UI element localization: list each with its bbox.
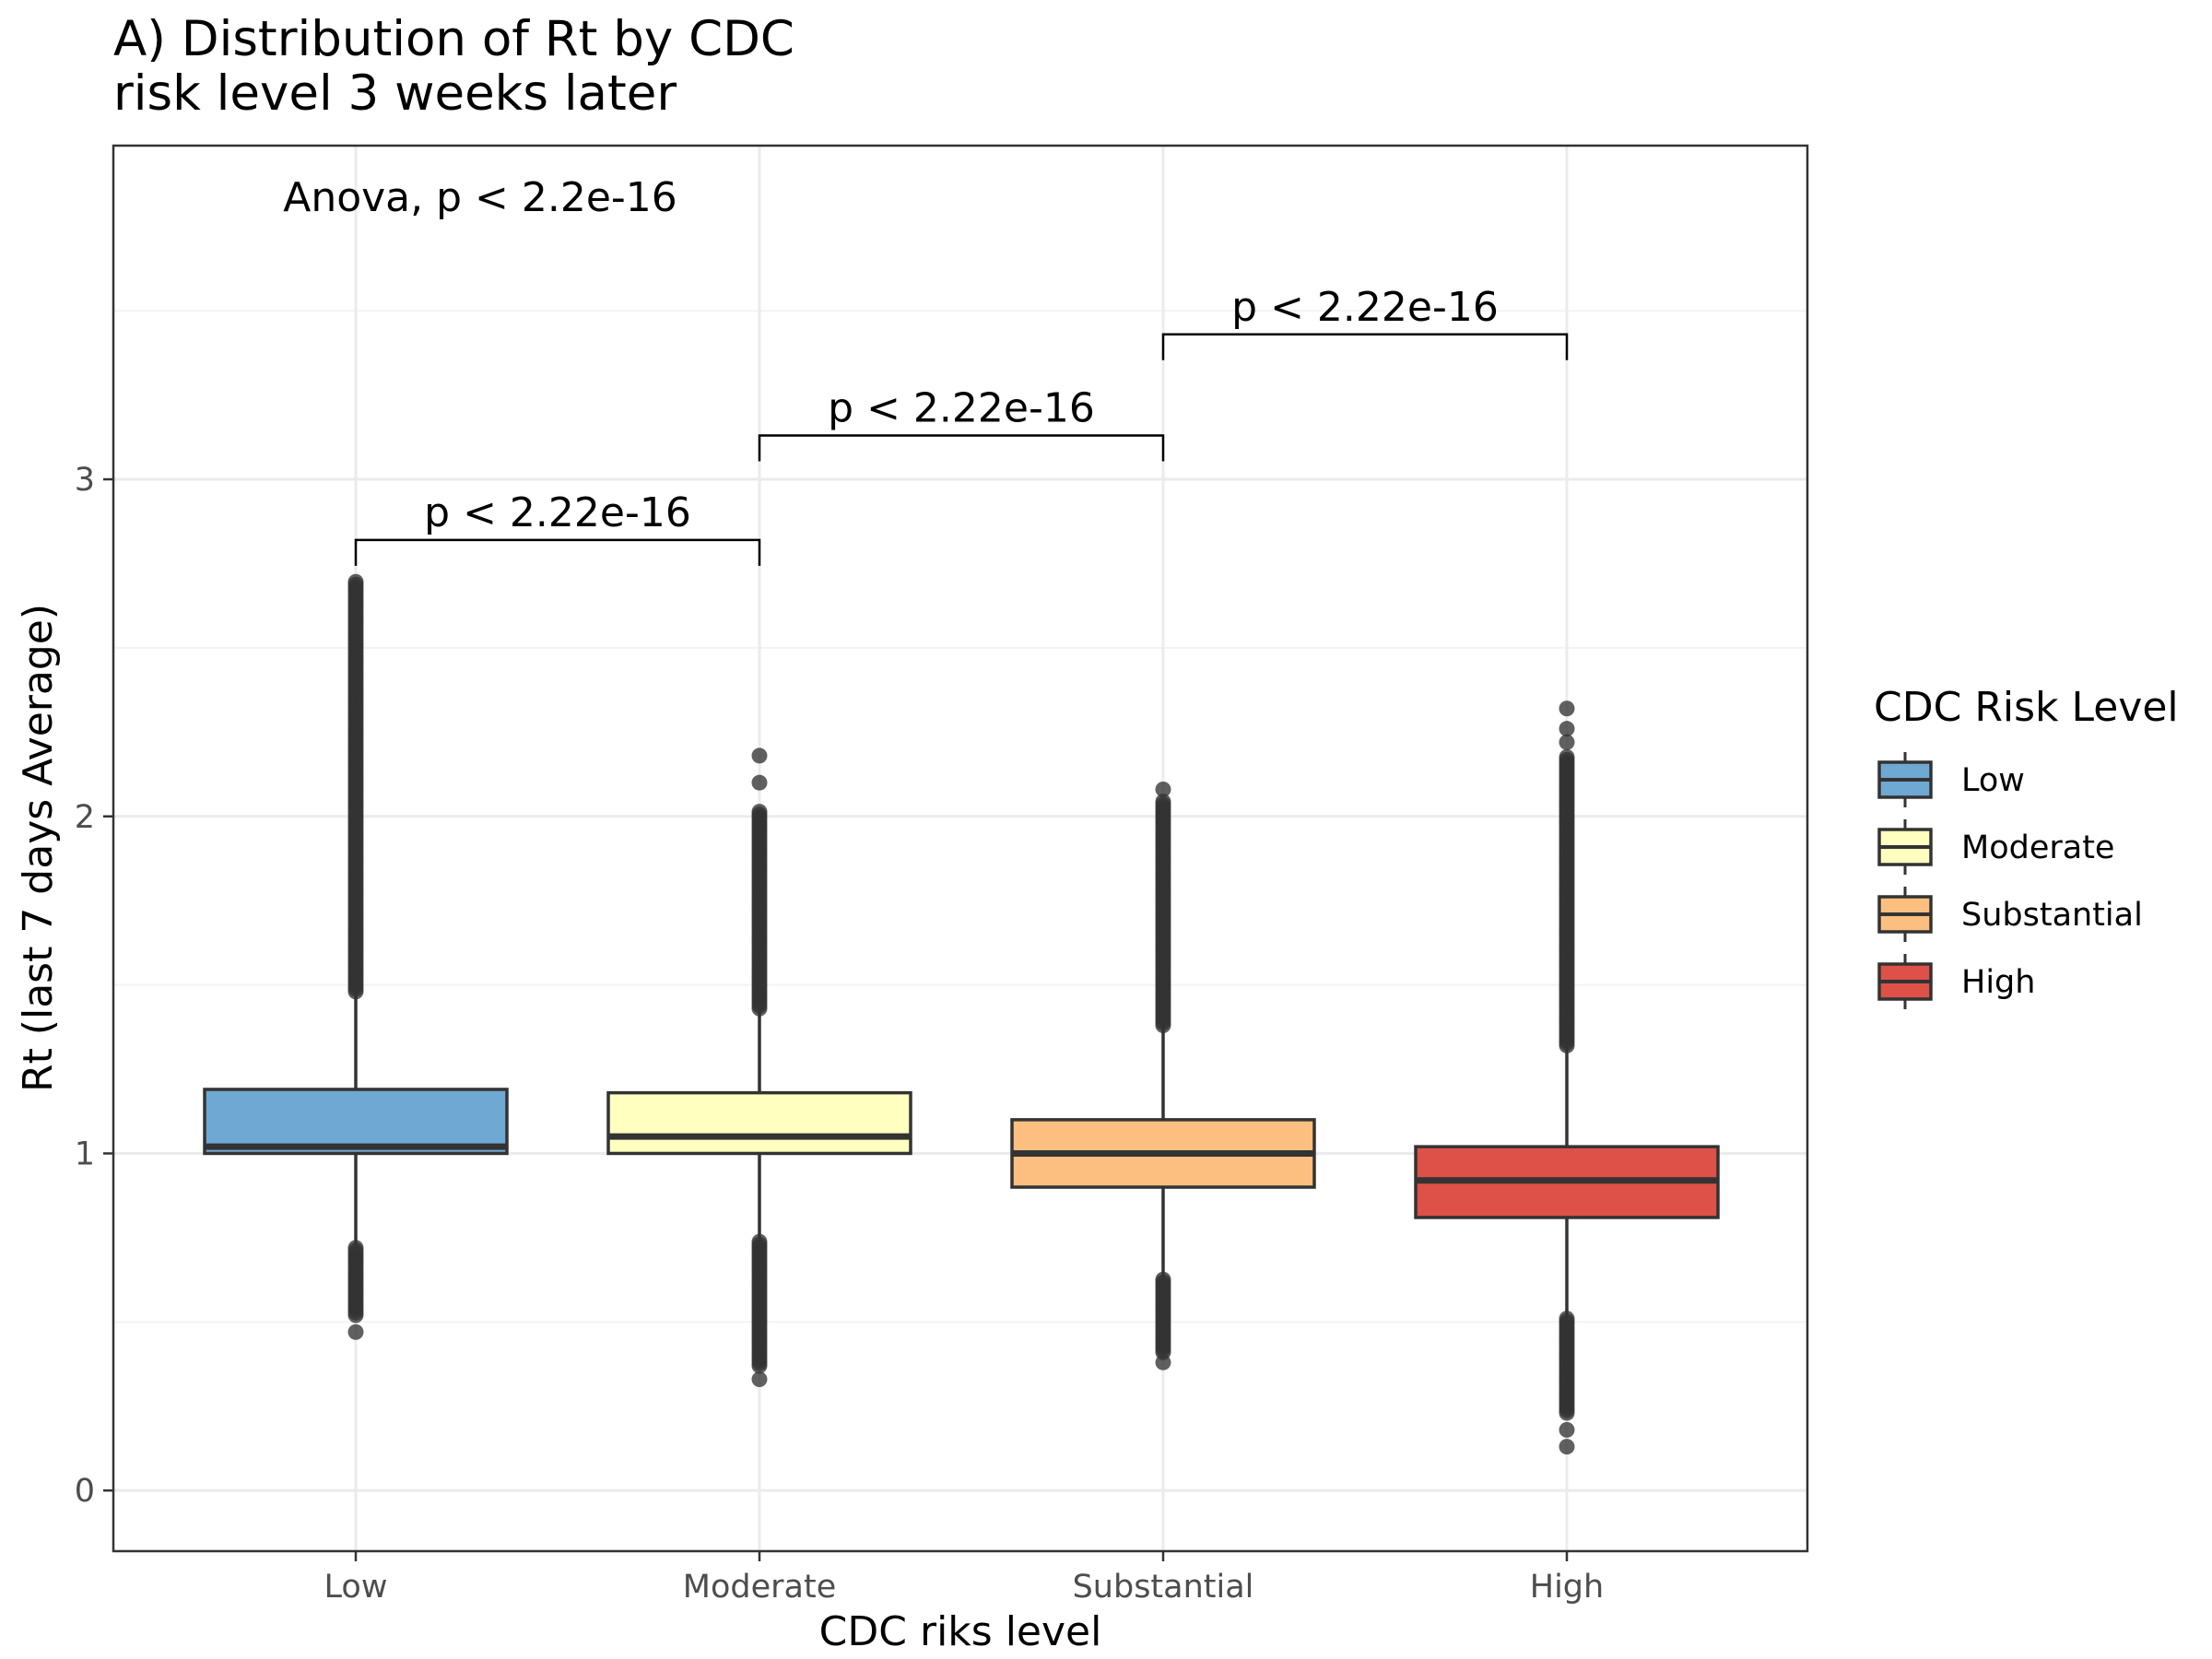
bracket-line bbox=[1161, 333, 1569, 360]
outlier-point bbox=[1559, 1311, 1575, 1327]
outlier-point bbox=[1559, 1439, 1575, 1455]
legend-key bbox=[1877, 954, 1933, 1009]
x-axis-title: CDC riks level bbox=[819, 1608, 1102, 1655]
chart-title: A) Distribution of Rt by CDC risk level … bbox=[113, 11, 794, 122]
legend-item-high: High bbox=[1877, 954, 2035, 1009]
comparison-bracket: p < 2.22e-16 bbox=[1161, 284, 1569, 360]
boxplot-high bbox=[1414, 700, 1720, 1455]
chart-title-line-1: A) Distribution of Rt by CDC bbox=[113, 11, 794, 67]
boxplot-moderate bbox=[606, 747, 912, 1387]
legend-label: Substantial bbox=[1961, 897, 2143, 934]
grid bbox=[113, 146, 1807, 1551]
outliers bbox=[347, 573, 364, 1340]
comparison-p-value: p < 2.22e-16 bbox=[828, 385, 1095, 432]
legend-item-substantial: Substantial bbox=[1877, 887, 2143, 942]
outlier-point bbox=[1155, 782, 1171, 798]
boxplot-low bbox=[203, 573, 509, 1340]
outlier-point bbox=[1155, 1354, 1171, 1371]
x-tick-label: Low bbox=[324, 1569, 388, 1606]
y-tick-label: 3 bbox=[75, 462, 95, 499]
y-tick-label: 1 bbox=[75, 1135, 95, 1172]
outliers bbox=[751, 747, 768, 1387]
outlier-point bbox=[751, 1371, 768, 1387]
legend-title: CDC Risk Level bbox=[1874, 684, 2179, 731]
chart-title-line-2: risk level 3 weeks later bbox=[113, 65, 677, 122]
outlier-point bbox=[347, 1324, 364, 1340]
x-tick-label: Moderate bbox=[683, 1569, 836, 1606]
x-tick-label: High bbox=[1530, 1569, 1604, 1606]
axes: 0 1 2 3 Low Moderate Substantial High bbox=[75, 462, 1605, 1606]
comparison-p-value: p < 2.22e-16 bbox=[424, 489, 691, 536]
outlier-point bbox=[1155, 794, 1171, 810]
outlier-point bbox=[1559, 734, 1575, 750]
outlier-point bbox=[1559, 1421, 1575, 1438]
legend-key bbox=[1877, 887, 1933, 942]
y-axis-title: Rt (last 7 days Average) bbox=[15, 604, 62, 1092]
outlier-point bbox=[347, 1240, 364, 1256]
x-tick-label: Substantial bbox=[1073, 1569, 1254, 1606]
bracket-line bbox=[354, 538, 761, 566]
outlier-point bbox=[1559, 700, 1575, 717]
legend-key bbox=[1877, 819, 1933, 875]
legend-item-moderate: Moderate bbox=[1877, 819, 2114, 875]
legend-label: High bbox=[1961, 964, 2035, 1001]
outlier-point bbox=[1559, 748, 1575, 765]
outlier-point bbox=[1559, 721, 1575, 737]
legend-key bbox=[1877, 752, 1933, 807]
anova-annotation: Anova, p < 2.2e-16 bbox=[283, 174, 677, 221]
bracket-line bbox=[758, 434, 1165, 462]
y-tick-label: 2 bbox=[75, 799, 95, 836]
box-iqr bbox=[606, 1090, 912, 1156]
outlier-point bbox=[751, 1233, 768, 1250]
legend-label: Moderate bbox=[1961, 830, 2114, 866]
legend: CDC Risk Level Low Moderate Substantial Hig… bbox=[1874, 684, 2179, 1009]
legend-label: Low bbox=[1961, 762, 2025, 799]
boxplot-substantial bbox=[1010, 782, 1316, 1371]
outlier-point bbox=[751, 774, 768, 791]
box-iqr bbox=[203, 1088, 509, 1156]
outliers bbox=[1559, 700, 1575, 1455]
comparison-bracket: p < 2.22e-16 bbox=[354, 489, 761, 566]
outlier-point bbox=[347, 573, 364, 590]
boxplots bbox=[203, 573, 1720, 1455]
y-tick-label: 0 bbox=[75, 1473, 95, 1510]
plot-panel-border bbox=[112, 144, 1809, 1553]
outlier-point bbox=[751, 804, 768, 820]
outlier-point bbox=[1155, 1271, 1171, 1288]
comparison-p-value: p < 2.22e-16 bbox=[1231, 284, 1499, 331]
legend-item-low: Low bbox=[1877, 752, 2025, 807]
outliers bbox=[1155, 782, 1171, 1371]
annotations: p < 2.22e-16 p < 2.22e-16 p < 2.22e-16 Anov… bbox=[283, 174, 1569, 566]
outlier-point bbox=[751, 747, 768, 764]
comparison-bracket: p < 2.22e-16 bbox=[758, 385, 1165, 462]
